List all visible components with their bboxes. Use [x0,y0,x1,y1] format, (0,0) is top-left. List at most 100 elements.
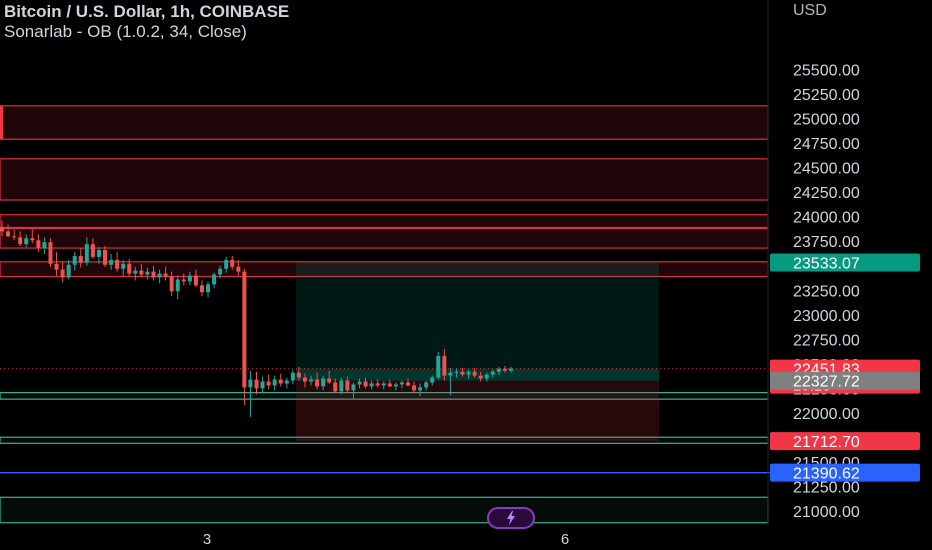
price-tick-label: 23000.00 [793,308,860,325]
price-tick-label: 25500.00 [793,63,860,80]
price-label-badge [770,371,920,390]
currency-label[interactable]: USD [793,2,827,19]
candle-body [272,379,277,386]
candle-body [266,381,271,386]
candle-body [496,368,501,372]
bearish-order-block [0,214,769,230]
candle-body [175,279,180,292]
candle-body [405,382,410,386]
candle-body [436,355,441,378]
price-label-badge [770,253,920,272]
price-label-badge [770,463,920,482]
candle-body [139,270,144,275]
price-tick-label: 23250.00 [793,283,860,300]
candle-body [454,371,459,373]
candle-body [387,383,392,387]
price-labels: 23533.0722451.8329:1022327.7221712.70213… [770,253,920,483]
candle-body [260,381,265,389]
candle-body [363,381,368,387]
candle-body [151,271,156,278]
symbol-title[interactable]: Bitcoin / U.S. Dollar, 1h, COINBASE [4,2,290,21]
candle-body [24,238,29,245]
price-label-text: 23533.07 [793,255,860,272]
candle-body [309,379,314,382]
candle-body [12,236,17,238]
candle-body [478,375,483,379]
price-tick-label: 24000.00 [793,210,860,227]
candle-body [375,383,380,386]
price-tick-label: 25250.00 [793,87,860,104]
candle-body [66,264,71,278]
price-tick-label: 24500.00 [793,161,860,178]
candle-body [42,242,47,249]
bearish-order-block [0,158,769,201]
candle-body [254,379,259,389]
candle-body [96,250,101,257]
candle-body [48,242,53,264]
candle-body [412,385,417,391]
candle-body [224,259,229,269]
candle-body [78,255,83,263]
candle-body [424,382,429,388]
candle-body [206,284,211,293]
candle-body [448,372,453,376]
candle-body [296,372,301,378]
candle-body [163,273,168,277]
candle-body [109,259,114,265]
candle-body [121,263,126,269]
candle-body [357,381,362,385]
candle-body [187,275,192,282]
price-tick-label: 23750.00 [793,234,860,251]
indicator-title[interactable]: Sonarlab - OB (1.0.2, 34, Close) [4,22,247,41]
candle-body [181,279,186,282]
candle-body [460,371,465,375]
candle-body [30,238,35,241]
price-tick-label: 24250.00 [793,185,860,202]
candle-body [212,274,217,285]
candle-body [18,237,23,245]
candle-body [290,372,295,381]
replay-bolt-button[interactable] [487,507,535,529]
candle-body [399,382,404,385]
candle-body [218,268,223,275]
price-label-text: 21390.62 [793,466,860,483]
candle-body [472,371,477,376]
price-tick-label: 21000.00 [793,504,860,521]
candle-body [248,379,253,388]
candle-body [466,371,471,375]
candle-body [72,255,77,265]
candle-body [484,374,489,379]
candle-body [302,377,307,382]
candle-body [103,250,108,265]
block-edge-marker [0,105,3,140]
candle-body [442,355,447,376]
candle-body [393,384,398,387]
candle-body [0,227,4,232]
candle-body [333,382,338,392]
candle-body [351,384,356,391]
candle-body [418,387,423,391]
candle-body [54,263,59,270]
candle-body [315,379,320,387]
price-tick-label: 24750.00 [793,136,860,153]
candle-body [381,383,386,386]
price-tick-label: 25000.00 [793,112,860,129]
profit-zone [296,262,659,381]
candle-body [90,244,95,257]
candle-body [339,380,344,392]
candle-body [430,377,435,383]
candle-body [230,259,235,267]
lightning-icon [507,511,515,525]
candle-body [345,380,350,391]
time-tick-label: 3 [203,531,211,548]
candle-body [327,378,332,383]
price-label-text: 22327.72 [793,374,860,391]
bullish-order-block [0,496,769,524]
candle-body [278,379,283,384]
candle-body [133,270,138,274]
candlestick-series [0,220,513,417]
bearish-order-block [0,226,769,249]
chart-legend: Bitcoin / U.S. Dollar, 1h, COINBASE Sona… [4,2,289,42]
